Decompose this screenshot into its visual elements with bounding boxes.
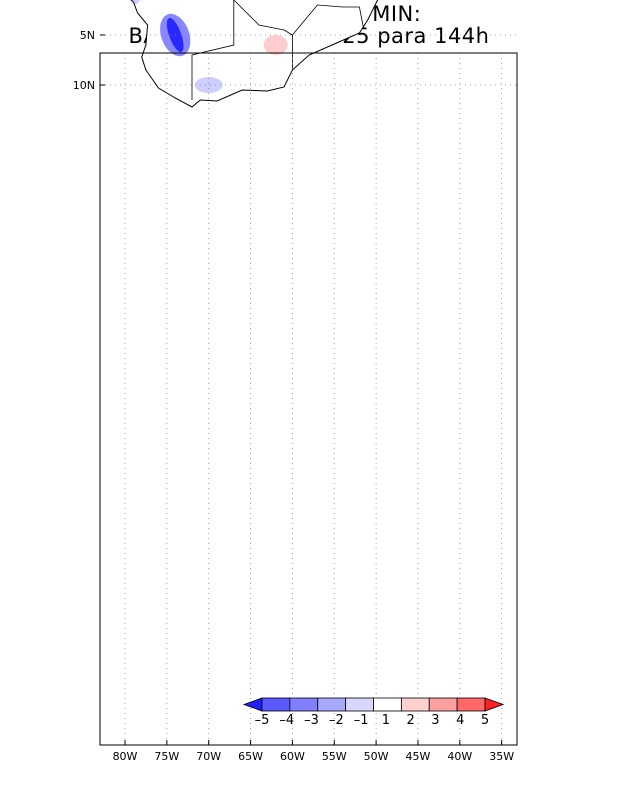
bias-blob-northvenezuela <box>194 77 223 93</box>
lon-tick-label: 65W <box>238 750 263 763</box>
axis-ticks: 10N5NEQ5S10S15S20S25S30S35S40S45S50S55S8… <box>73 29 514 763</box>
colorbar-arrow-left <box>242 697 263 712</box>
colorbar-segment <box>373 697 402 712</box>
colorbar-segment <box>317 697 347 712</box>
colorbar-label: –5 <box>255 713 270 728</box>
lon-tick-label: 75W <box>154 750 179 763</box>
colorbar-label: 4 <box>456 713 464 728</box>
colorbar-segment <box>261 697 291 712</box>
colorbar-label: 5 <box>481 713 489 728</box>
lon-tick-label: 50W <box>364 750 389 763</box>
bias-blob-venezuela <box>263 35 288 55</box>
border-line <box>233 0 293 70</box>
colorbar-label: –3 <box>304 713 319 728</box>
lon-tick-label: 45W <box>406 750 431 763</box>
colorbar-label: –4 <box>279 713 294 728</box>
plot-frame <box>99 52 518 746</box>
colorbar: –5 –4 –3 –2 –1 1 2 3 4 5 <box>242 697 505 728</box>
colorbar-segment <box>456 697 486 712</box>
bias-field-layer <box>119 0 288 93</box>
grid-lines <box>100 34 517 745</box>
lat-tick-label: 10N <box>73 79 95 92</box>
colorbar-arrow-right <box>484 697 505 712</box>
lon-tick-label: 55W <box>322 750 347 763</box>
lon-tick-label: 80W <box>113 750 138 763</box>
coastline <box>130 0 379 108</box>
colorbar-segment <box>289 697 319 712</box>
colorbar-label: 3 <box>431 713 439 728</box>
colorbar-label: –2 <box>329 713 344 728</box>
lat-tick-label: 5N <box>80 29 95 42</box>
colorbar-label: 1 <box>382 713 390 728</box>
lon-tick-label: 40W <box>447 750 472 763</box>
colorbar-segment <box>400 697 430 712</box>
colorbar-segment <box>345 697 374 712</box>
lon-tick-label: 70W <box>196 750 221 763</box>
colorbar-label: –1 <box>354 713 369 728</box>
border-line <box>141 0 235 100</box>
lon-tick-label: 35W <box>489 750 514 763</box>
colorbar-label: 2 <box>407 713 415 728</box>
lon-tick-label: 60W <box>280 750 305 763</box>
colorbar-segment <box>428 697 458 712</box>
country-borders <box>130 0 379 108</box>
border-line <box>292 4 364 36</box>
